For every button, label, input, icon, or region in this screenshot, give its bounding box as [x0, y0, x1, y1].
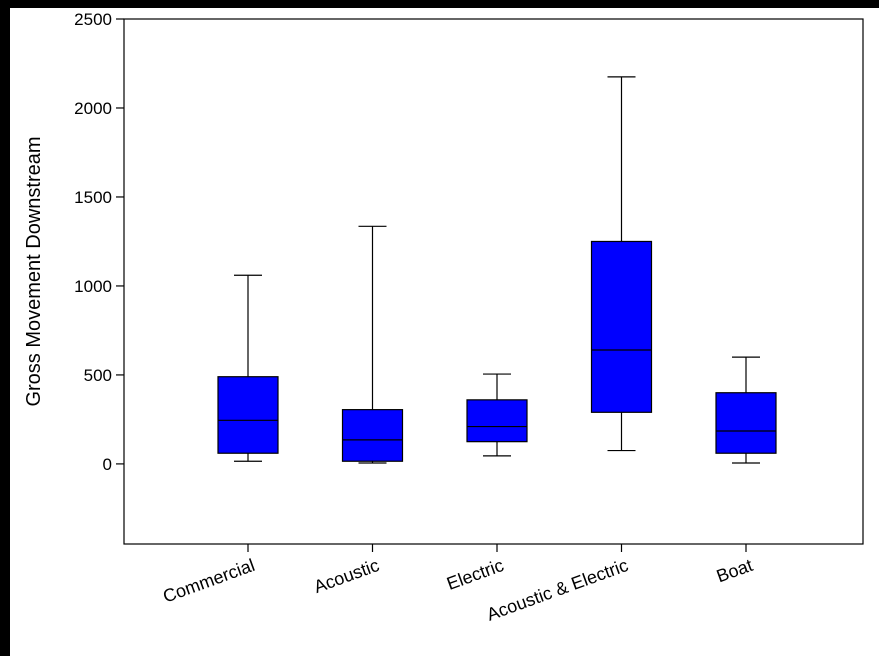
- x-category-label: Commercial: [160, 555, 257, 607]
- y-tick-label: 0: [103, 455, 112, 474]
- y-tick-label: 500: [84, 366, 112, 385]
- box-group: [466, 373, 528, 457]
- y-tick-label: 1500: [74, 188, 112, 207]
- box: [715, 392, 777, 454]
- box-series: [217, 76, 777, 464]
- box-group: [341, 225, 404, 464]
- x-category-label: Boat: [714, 555, 756, 586]
- box-group: [715, 356, 777, 464]
- y-tick-label: 1000: [74, 277, 112, 296]
- box: [341, 409, 404, 462]
- plot-border: [123, 18, 864, 545]
- x-category-label: Acoustic & Electric: [484, 555, 631, 625]
- y-tick-label: 2000: [74, 99, 112, 118]
- plot-frame: [123, 18, 864, 545]
- y-tick-label: 2500: [74, 10, 112, 29]
- box-plot-chart: 0 500 1000 1500 2000 2500 Commercial Acoustic E…: [23, 10, 864, 625]
- y-axis: 0 500 1000 1500 2000 2500: [74, 10, 124, 474]
- box: [590, 240, 653, 413]
- box: [466, 399, 528, 443]
- box: [217, 376, 279, 454]
- box-group: [217, 274, 279, 462]
- x-category-label: Electric: [444, 555, 506, 594]
- box-group: [590, 76, 653, 452]
- x-category-label: Acoustic: [311, 555, 382, 597]
- chart-container: 0 500 1000 1500 2000 2500 Commercial Acoustic E…: [10, 8, 879, 656]
- y-axis-title: Gross Movement Downstream: [23, 136, 45, 406]
